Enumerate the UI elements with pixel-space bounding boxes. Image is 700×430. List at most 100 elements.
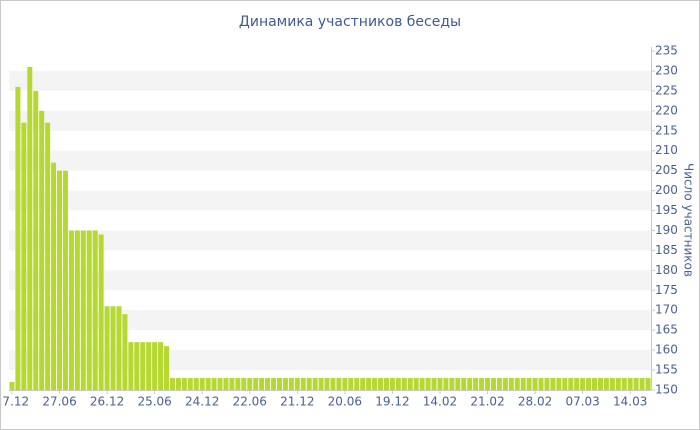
y-tick-label: 155 [655,363,678,377]
bar [508,378,514,390]
bar [74,230,80,390]
y-tick-label: 160 [655,343,678,357]
bar [502,378,508,390]
bar [68,230,74,390]
bar [372,378,378,390]
x-tick-label: 21.02 [470,395,504,409]
bar [318,378,324,390]
bar [336,378,342,390]
bar [621,378,627,390]
bar [253,378,259,390]
bar [615,378,621,390]
y-tick-label: 165 [655,323,678,337]
bar [223,378,229,390]
bar [259,378,265,390]
bar [288,378,294,390]
x-tick-label: 14.03 [613,395,647,409]
bar [532,378,538,390]
grid-band [9,190,651,211]
bar [9,382,15,390]
bar [271,378,277,390]
bar [449,378,455,390]
y-tick-label: 170 [655,303,678,317]
bar [366,378,372,390]
bar [514,378,520,390]
bar [556,378,562,390]
bar [562,378,568,390]
bar [401,378,407,390]
x-tick-label: 19.12 [375,395,409,409]
bar [485,378,491,390]
bar [425,378,431,390]
bar [360,378,366,390]
bar [140,342,146,390]
bar [645,378,651,390]
bar [199,378,205,390]
bar [193,378,199,390]
bar [158,342,164,390]
bar [57,170,63,390]
bar [639,378,645,390]
bar [520,378,526,390]
bar [146,342,152,390]
bar [479,378,485,390]
bar [603,378,609,390]
bar [33,90,39,390]
bar [247,378,253,390]
x-tick-label: 14.02 [423,395,457,409]
bar [342,378,348,390]
grid-band [9,350,651,371]
grid-band [9,270,651,291]
bar [276,378,282,390]
y-tick-label: 205 [655,163,678,177]
bar [205,378,211,390]
x-tick-label: 20.06 [328,395,362,409]
bar [544,378,550,390]
bar [467,378,473,390]
y-tick-label: 230 [655,63,678,77]
bar [300,378,306,390]
bar [217,378,223,390]
bar [294,378,300,390]
y-tick-label: 175 [655,283,678,297]
bar [306,378,312,390]
bar [241,378,247,390]
bar [152,342,158,390]
x-tick-label: 27.06 [42,395,76,409]
bar [586,378,592,390]
plot: 150 155 160 165 170 175 180 185 190 195 200 205 210 2… [1,44,678,409]
bar [312,378,318,390]
bar [550,378,556,390]
bar [282,378,288,390]
bar [181,378,187,390]
bar [443,378,449,390]
grid-band [9,150,651,171]
grid-band [9,110,651,131]
y-tick-label: 185 [655,243,678,257]
y-tick-label: 215 [655,123,678,137]
x-tick-label: 22.06 [233,395,267,409]
bar [597,378,603,390]
bar [627,378,633,390]
bar [580,378,586,390]
bar [15,86,21,391]
bar [461,378,467,390]
x-tick-label: 21.12 [280,395,314,409]
x-tick-label: 26.12 [90,395,124,409]
bar [98,234,104,390]
bar [134,342,140,390]
bar [574,378,580,390]
bar [86,230,92,390]
bar [538,378,544,390]
bar [27,66,33,390]
bar [389,378,395,390]
bar [354,378,360,390]
bar [211,378,217,390]
bar [51,162,57,390]
bar [110,306,116,390]
bar [526,378,532,390]
bar [21,122,27,390]
grid-band [9,230,651,251]
y-tick-label: 200 [655,183,678,197]
bar [116,306,122,390]
